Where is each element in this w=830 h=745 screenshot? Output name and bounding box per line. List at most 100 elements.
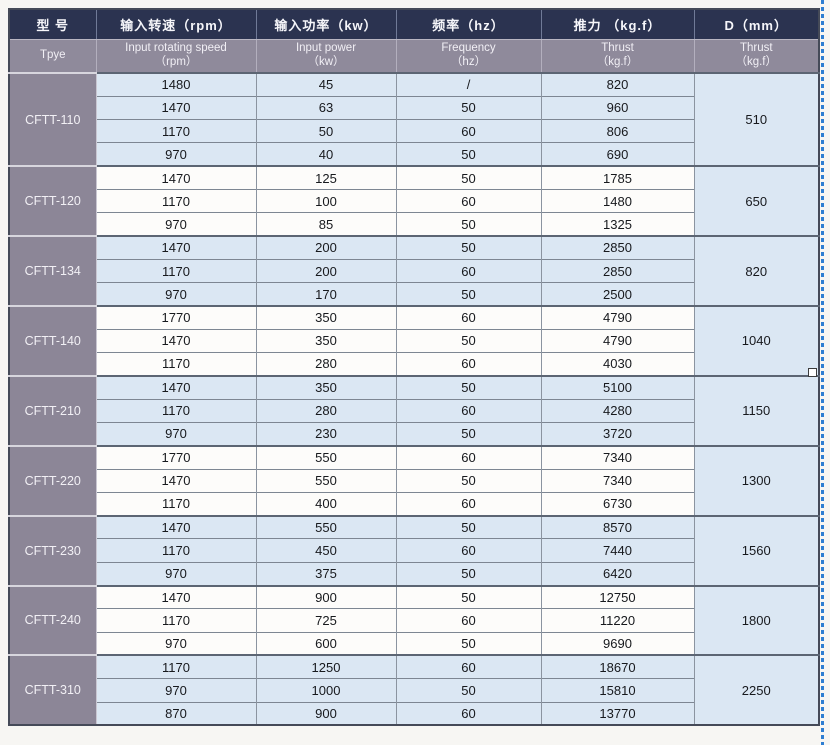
hz-cell: 60 (395, 491, 541, 516)
kw-cell: 600 (255, 631, 396, 656)
rpm-cell: 970 (95, 631, 256, 656)
d-cell: 1800 (693, 584, 819, 656)
thrust-cell: 11220 (540, 608, 694, 633)
table-row: 1170 400 60 6730 (9, 491, 819, 516)
col-header-en-line2: （kg.f） (735, 55, 778, 68)
hz-cell: 50 (395, 328, 541, 353)
table-row: 1170 450 60 7440 (9, 538, 819, 563)
col-header-kw-en: Input power （kw） (255, 39, 396, 74)
hz-cell: 50 (395, 421, 541, 446)
rpm-cell: 1170 (95, 119, 256, 143)
hz-cell: 50 (395, 235, 541, 260)
hz-cell: 60 (395, 398, 541, 423)
kw-cell: 45 (255, 71, 396, 97)
rpm-cell: 1470 (95, 165, 256, 190)
kw-cell: 350 (255, 304, 396, 330)
table-row: 1470 550 50 7340 (9, 468, 819, 493)
kw-cell: 725 (255, 608, 396, 633)
d-cell: 820 (693, 235, 819, 306)
thrust-cell: 18670 (540, 654, 694, 679)
kw-cell: 550 (255, 444, 396, 470)
thrust-cell: 5100 (540, 374, 694, 400)
d-cell: 1300 (693, 444, 819, 516)
hz-cell: 50 (395, 468, 541, 493)
header-row-english: Tpye Input rotating speed （rpm） Input po… (9, 39, 819, 74)
col-header-en-line2: （kw） (307, 55, 345, 68)
rpm-cell: 1770 (95, 444, 256, 470)
thrust-cell: 6420 (540, 561, 694, 586)
thrust-cell: 7340 (540, 444, 694, 470)
type-cell: CFTT-120 (9, 165, 97, 237)
table-row: CFTT-220 1770 550 60 7340 1300 (9, 444, 819, 516)
thrust-cell: 4790 (540, 328, 694, 353)
kw-cell: 170 (255, 282, 396, 306)
image-resize-handle[interactable] (808, 368, 817, 377)
kw-cell: 1250 (255, 654, 396, 679)
table-row: CFTT-240 1470 900 50 12750 1800 (9, 584, 819, 656)
kw-cell: 230 (255, 421, 396, 446)
rpm-cell: 1170 (95, 608, 256, 633)
thrust-cell: 960 (540, 95, 694, 120)
kw-cell: 50 (255, 119, 396, 143)
hz-cell: 50 (395, 631, 541, 656)
hz-cell: 50 (395, 95, 541, 120)
col-header-d-en: Thrust （kg.f） (693, 39, 819, 74)
type-cell: CFTT-110 (9, 71, 97, 167)
col-header-type-zh: 型 号 (9, 9, 96, 40)
hz-cell: 60 (395, 701, 541, 726)
kw-cell: 85 (255, 212, 396, 237)
col-header-thrust-zh: 推力 （kg.f） (540, 9, 694, 40)
table-row: 970 40 50 690 (9, 142, 819, 167)
d-cell: 2250 (693, 654, 819, 726)
col-header-en-line1: Tpye (39, 48, 66, 61)
type-cell: CFTT-230 (9, 514, 97, 586)
hz-cell: 50 (395, 142, 541, 167)
col-header-en-line1: Input rotating speed (125, 42, 227, 55)
col-header-kw-zh: 输入功率（kw） (255, 9, 396, 40)
rpm-cell: 870 (95, 701, 256, 726)
table-row: CFTT-210 1470 350 50 5100 1150 (9, 374, 819, 446)
kw-cell: 280 (255, 398, 396, 423)
col-header-en-line1: Input power (295, 42, 357, 55)
thrust-cell: 13770 (540, 701, 694, 726)
thrust-cell: 7340 (540, 468, 694, 493)
rpm-cell: 1470 (95, 584, 256, 609)
rpm-cell: 970 (95, 282, 256, 306)
thrust-cell: 4280 (540, 398, 694, 423)
thrust-cell: 4030 (540, 352, 694, 376)
thrust-cell: 820 (540, 71, 694, 97)
rpm-cell: 1170 (95, 654, 256, 679)
d-cell: 510 (693, 71, 819, 167)
table-row: CFTT-110 1480 45/820 510 (9, 71, 819, 167)
table-row: 1170 280 60 4030 (9, 352, 819, 376)
thrust-cell: 2850 (540, 235, 694, 260)
thrust-cell: 806 (540, 119, 694, 143)
kw-cell: 400 (255, 491, 396, 516)
image-selection-dashed-border (821, 0, 824, 745)
table-row: 970 1000 50 15810 (9, 678, 819, 703)
d-cell: 1040 (693, 304, 819, 376)
table-row: 1170 725 60 11220 (9, 608, 819, 633)
table-row: CFTT-230 1470 550 50 8570 1560 (9, 514, 819, 586)
thrust-cell: 1325 (540, 212, 694, 237)
kw-cell: 125 (255, 165, 396, 190)
type-cell: CFTT-310 (9, 654, 97, 726)
table-row: 970 170 50 2500 (9, 282, 819, 306)
d-cell: 1560 (693, 514, 819, 586)
col-header-rpm-zh: 输入转速（rpm） (95, 9, 256, 40)
rpm-cell: 1170 (95, 352, 256, 376)
rpm-cell: 1170 (95, 188, 256, 213)
col-header-hz-zh: 频率（hz） (395, 9, 541, 40)
kw-cell: 450 (255, 538, 396, 563)
thrust-cell: 9690 (540, 631, 694, 656)
spec-table-body: CFTT-110 1480 45/820 510 1470 63 50 960 1170 50 60… (9, 71, 819, 726)
kw-cell: 550 (255, 514, 396, 539)
table-row: 1170 200 60 2850 (9, 258, 819, 283)
kw-cell: 350 (255, 374, 396, 400)
rpm-cell: 1170 (95, 258, 256, 283)
kw-cell: 280 (255, 352, 396, 376)
kw-cell: 40 (255, 142, 396, 167)
d-cell: 1150 (693, 374, 819, 446)
table-row: 970 85 50 1325 (9, 212, 819, 237)
rpm-cell: 970 (95, 678, 256, 703)
